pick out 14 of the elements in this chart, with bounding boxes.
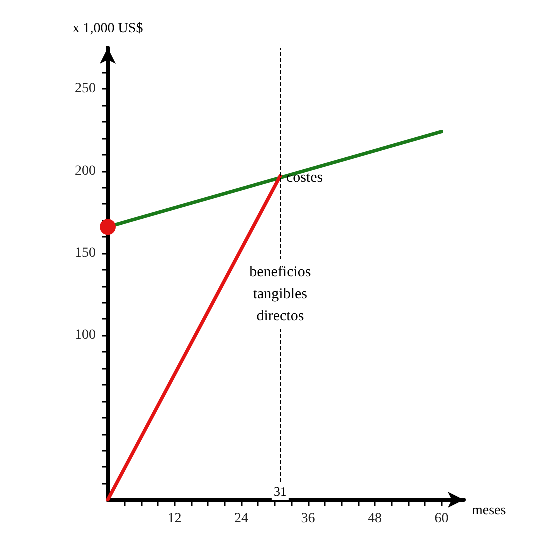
x-tick-label: 12 bbox=[168, 512, 182, 526]
x-tick-label: 36 bbox=[301, 512, 316, 526]
x-tick-label: 24 bbox=[234, 512, 248, 526]
y-tick-label: 150 bbox=[75, 246, 96, 261]
y-axis-title: x 1,000 US$ bbox=[72, 22, 144, 36]
y-tick-label: 200 bbox=[75, 164, 96, 179]
x-axis-title: meses bbox=[472, 504, 506, 518]
annotation: beneficios tangibles directos bbox=[250, 264, 312, 325]
x-tick-label: 60 bbox=[434, 512, 449, 526]
y-tick-label: 250 bbox=[75, 82, 96, 97]
annotation: costes bbox=[286, 170, 324, 186]
x-tick-label: 48 bbox=[368, 512, 382, 526]
ref-line-label: 31 bbox=[274, 484, 287, 499]
y-tick-label: 100 bbox=[75, 328, 96, 344]
